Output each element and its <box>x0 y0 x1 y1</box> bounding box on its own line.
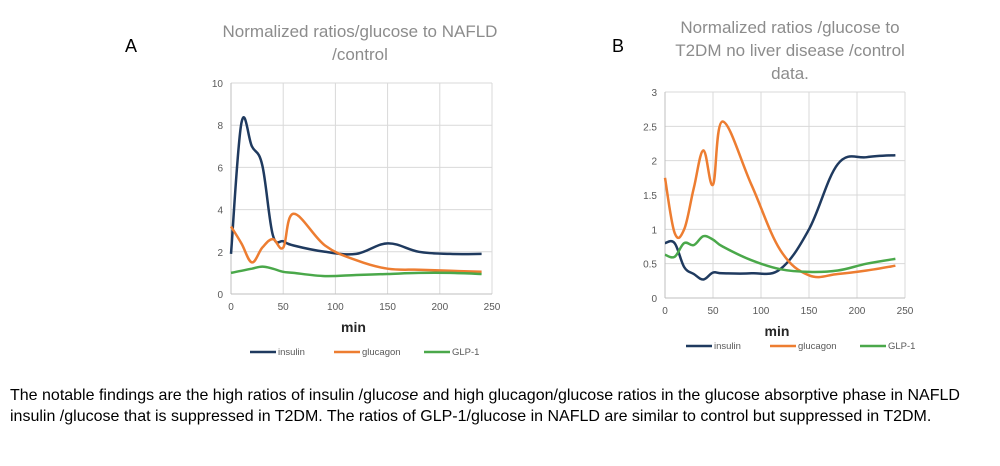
chart-b-xtick-label-5: 250 <box>897 306 914 317</box>
chart-b-series-line-insulin <box>664 153 896 281</box>
chart-b-ytick-label-6: 3 <box>651 88 657 99</box>
chart-a-series-line-glucagon <box>229 212 482 274</box>
chart-b-ytick-label-4: 2 <box>651 157 657 168</box>
chart-b-legend-label-0: insulin <box>714 341 741 352</box>
panel-a-title-line1: Normalized ratios/glucose to NAFLD <box>222 22 498 41</box>
figure-caption: The notable findings are the high ratios… <box>10 385 995 427</box>
chart-b-xtick-label-4: 200 <box>849 306 866 317</box>
chart-b-series-line-glucagon <box>663 120 896 279</box>
chart-a-legend-label-0: insulin <box>278 347 305 358</box>
chart-b-ytick-label-3: 1.5 <box>643 191 657 202</box>
chart-a-xtick-label-1: 50 <box>278 302 290 313</box>
panel-b-title-line1: Normalized ratios /glucose to <box>680 18 900 37</box>
chart-b-xtick-label-0: 0 <box>662 306 668 317</box>
chart-a-ytick-label-1: 2 <box>217 248 223 259</box>
chart-a-legend-label-1: glucagon <box>362 347 401 358</box>
chart-a-xtick-label-5: 250 <box>484 302 501 313</box>
panel-a-letter: A <box>125 36 138 56</box>
chart-a-ytick-label-2: 4 <box>217 206 223 217</box>
chart-b-xlabel: min <box>765 323 790 339</box>
chart-a-ytick-label-4: 8 <box>217 121 223 132</box>
panel-b-title-line2: T2DM no liver disease /control <box>675 41 905 60</box>
panel-a-title-line2: /control <box>332 45 388 64</box>
chart-a-xtick-label-0: 0 <box>228 302 234 313</box>
chart-b-legend-label-2: GLP-1 <box>888 341 915 352</box>
caption-part2: and high glucagon/glucose ratios in the … <box>10 387 960 425</box>
chart-b-ytick-label-0: 0 <box>651 294 657 305</box>
chart-b-legend-label-1: glucagon <box>798 341 837 352</box>
chart-a-series-line-insulin <box>229 116 482 256</box>
chart-a-xtick-label-3: 150 <box>379 302 396 313</box>
chart-b-ytick-label-1: 0.5 <box>643 260 657 271</box>
chart-a-ytick-label-3: 6 <box>217 163 223 174</box>
chart-b-ytick-label-2: 1 <box>651 225 657 236</box>
chart-a-legend-label-2: GLP-1 <box>452 347 479 358</box>
panel-b-title-line3: data. <box>771 64 809 83</box>
chart-b-ytick-label-5: 2.5 <box>643 122 657 133</box>
chart-b-xtick-label-3: 150 <box>801 306 818 317</box>
chart-b-xtick-label-2: 100 <box>753 306 770 317</box>
caption-part1: The notable findings are the high ratios… <box>10 387 393 404</box>
chart-a-ytick-label-5: 10 <box>212 79 224 90</box>
chart-a-xtick-label-2: 100 <box>327 302 344 313</box>
chart-a-series-line-glp-1 <box>230 265 482 278</box>
chart-a-ytick-label-0: 0 <box>217 290 223 301</box>
chart-a-xtick-label-4: 200 <box>431 302 448 313</box>
chart-a-xlabel: min <box>341 319 366 335</box>
chart-b-series-line-glp-1 <box>664 234 896 274</box>
panel-a-title: Normalized ratios/glucose to NAFLD /cont… <box>205 20 515 66</box>
caption-italic: ose <box>392 387 419 404</box>
panel-b-letter: B <box>612 36 625 56</box>
panel-b-title: Normalized ratios /glucose to T2DM no li… <box>650 16 930 85</box>
chart-b-xtick-label-1: 50 <box>707 306 719 317</box>
